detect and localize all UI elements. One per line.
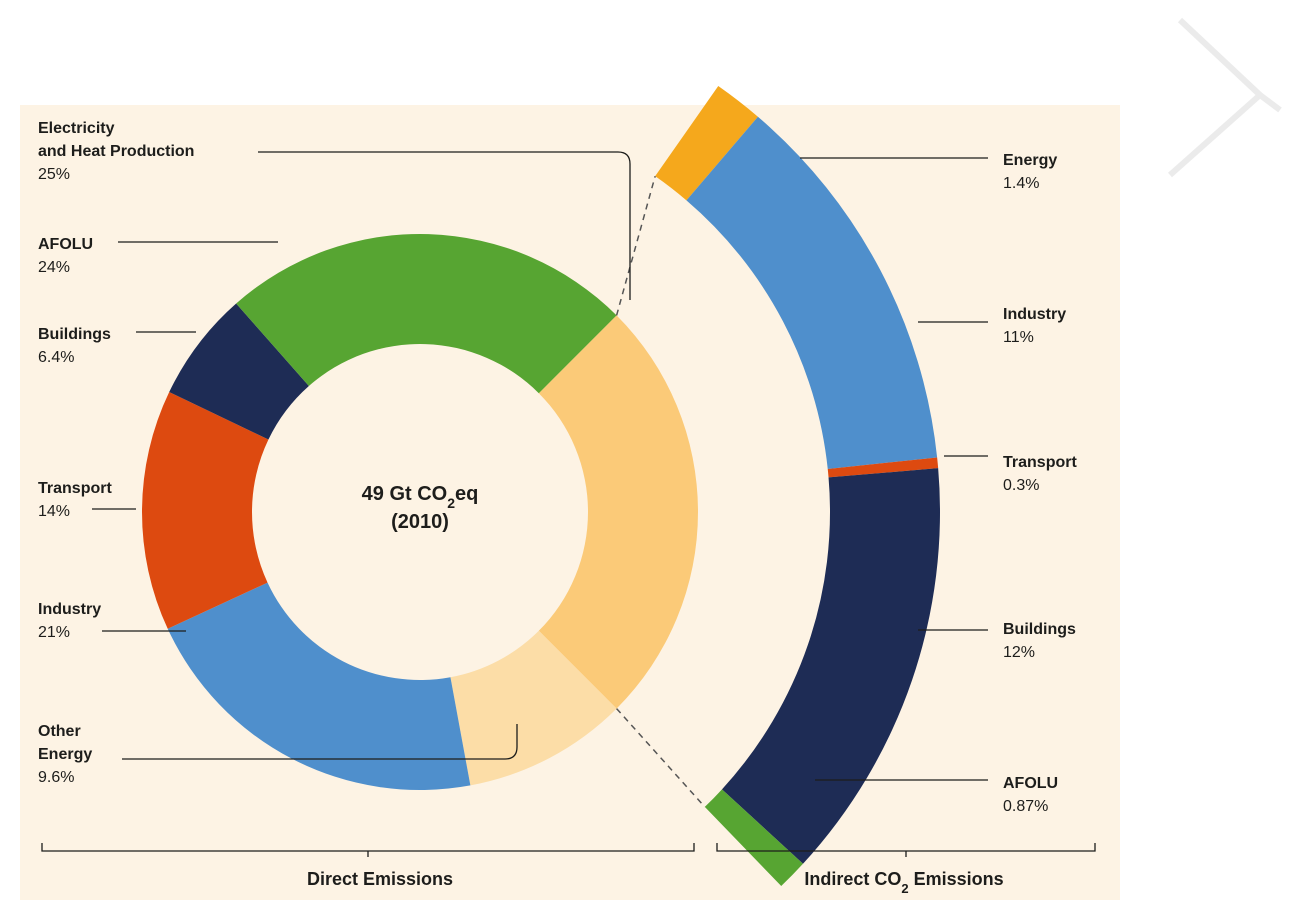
direct-slice-electricity — [538, 315, 698, 709]
direct-label-other_energy: Other — [38, 723, 81, 740]
direct-slice-other_energy — [450, 630, 617, 786]
indirect-label-industry: Industry — [1003, 306, 1066, 323]
connector-dash-top — [615, 175, 656, 316]
direct-label-buildings: Buildings — [38, 326, 111, 343]
labels: Electricity and Heat Production 25% Other En… — [38, 120, 1077, 815]
direct-slice-buildings — [169, 303, 309, 440]
indirect-slice-afolu — [704, 789, 803, 887]
indirect-value-buildings: 12% — [1003, 644, 1035, 661]
center-label-line2: (2010) — [391, 511, 449, 533]
watermark-stroke — [1168, 17, 1265, 178]
direct-value-other_energy: 9.6% — [38, 769, 74, 786]
direct-value-electricity: 25% — [38, 166, 70, 183]
indirect-slice-energy — [655, 86, 758, 201]
direct-label-transport: Transport — [38, 480, 112, 497]
direct-slice-industry — [167, 582, 471, 791]
indirect-value-energy: 1.4% — [1003, 175, 1039, 192]
indirect-emissions-title: Indirect CO2 Emissions — [804, 869, 1003, 896]
indirect-label-buildings: Buildings — [1003, 621, 1076, 638]
direct-emissions-donut — [142, 234, 698, 791]
center-label-line1: 49 Gt CO2eq — [362, 483, 479, 511]
direct-value-transport: 14% — [38, 503, 70, 520]
indirect-slice-transport — [827, 457, 939, 478]
indirect-label-energy: Energy — [1003, 152, 1057, 169]
indirect-value-industry: 11% — [1003, 329, 1034, 346]
watermark-stroke — [1258, 92, 1282, 113]
direct-value-afolu: 24% — [38, 259, 70, 276]
indirect-slice-buildings — [721, 468, 940, 864]
indirect-label-afolu: AFOLU — [1003, 775, 1058, 792]
indirect-emissions-arc — [655, 86, 940, 887]
direct-value-industry: 21% — [38, 624, 70, 641]
direct-leader-electricity — [258, 151, 631, 300]
direct-label-electricity: Electricity — [38, 120, 115, 137]
direct-slice-transport — [142, 392, 269, 629]
indirect-label-transport: Transport — [1003, 454, 1077, 471]
indirect-slice-industry — [686, 116, 938, 469]
direct-value-buildings: 6.4% — [38, 349, 74, 366]
watermark — [1168, 17, 1282, 178]
connectors — [615, 175, 706, 808]
direct-label-other_energy: Energy — [38, 746, 92, 763]
indirect-bracket — [716, 843, 1096, 857]
direct-emissions-title: Direct Emissions — [307, 869, 453, 889]
center-label: 49 Gt CO2eq (2010) — [362, 483, 479, 533]
direct-label-afolu: AFOLU — [38, 236, 93, 253]
direct-label-industry: Industry — [38, 601, 101, 618]
indirect-value-afolu: 0.87% — [1003, 798, 1048, 815]
connector-dash-bottom — [616, 708, 706, 808]
direct-slice-afolu — [236, 234, 617, 394]
bottom-axis: Direct Emissions Indirect CO2 Emissions — [41, 843, 1096, 896]
indirect-value-transport: 0.3% — [1003, 477, 1039, 494]
direct-leader-other_energy — [122, 724, 518, 760]
direct-bracket — [41, 843, 695, 857]
direct-label-electricity: and Heat Production — [38, 143, 194, 160]
